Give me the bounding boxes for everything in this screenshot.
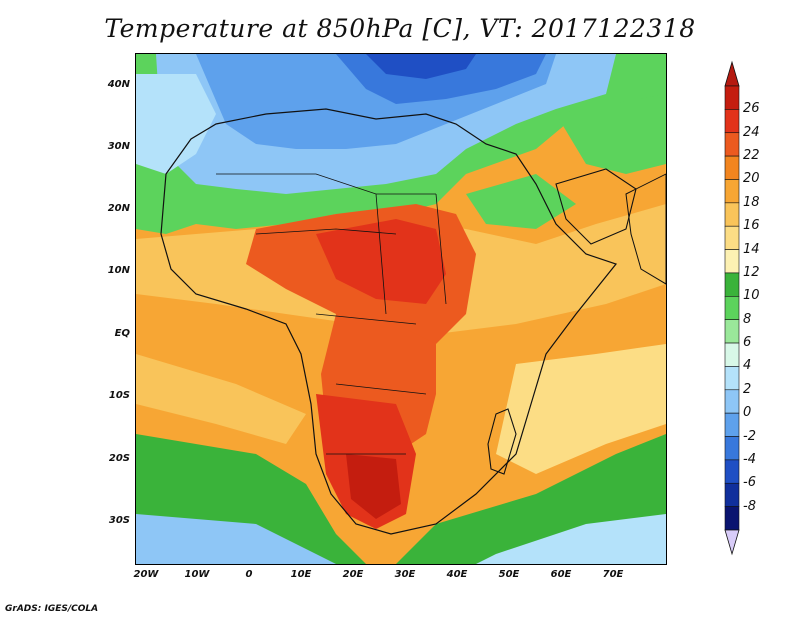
lon-tick-label: 10W <box>184 569 210 580</box>
colorbar-tick-label: 2 <box>743 381 752 397</box>
colorbar-swatch <box>724 296 740 320</box>
colorbar-tick-label: -2 <box>743 428 756 444</box>
colorbar-tick-label: 10 <box>743 288 760 304</box>
colorbar-swatch <box>724 459 740 484</box>
colorbar-under-arrow <box>724 529 740 556</box>
lat-tick-label: 30N <box>107 141 130 152</box>
colorbar-tick-label: 26 <box>743 101 760 117</box>
zone-south-indian-light <box>476 514 666 564</box>
temperature-field <box>136 54 666 564</box>
colorbar-swatch <box>724 225 740 250</box>
colorbar-swatch <box>724 85 740 110</box>
colorbar-swatch <box>724 436 740 461</box>
zone-atlantic-light <box>136 74 216 174</box>
colorbar-swatch <box>724 179 740 204</box>
colorbar <box>724 60 740 556</box>
colorbar-tick-label: 12 <box>743 264 760 280</box>
lat-tick-label: 20N <box>107 203 130 214</box>
colorbar-swatch <box>724 202 740 227</box>
colorbar-tick-label: 18 <box>743 194 760 210</box>
zone-atlantic-yellow <box>136 354 306 444</box>
colorbar-swatch <box>724 366 740 391</box>
country-borders <box>216 173 447 455</box>
colorbar-tick-label: 8 <box>743 311 752 327</box>
colorbar-swatch <box>724 272 740 297</box>
colorbar-tick-label: -4 <box>743 451 756 467</box>
lon-tick-label: 70E <box>602 569 624 580</box>
colorbar-tick-label: 4 <box>743 358 752 374</box>
colorbar-tick-label: 22 <box>743 148 760 164</box>
lat-tick-label: 30S <box>108 515 130 526</box>
lon-tick-label: 20E <box>342 569 364 580</box>
lon-tick-label: 40E <box>446 569 468 580</box>
zone-indian-light <box>496 344 666 474</box>
lat-tick-label: 20S <box>108 453 130 464</box>
colorbar-tick-label: -8 <box>743 498 756 514</box>
colorbar-tick-label: -6 <box>743 475 756 491</box>
credit-text: GrADS: IGES/COLA <box>5 604 99 614</box>
lat-tick-label: EQ <box>114 328 130 339</box>
colorbar-swatch <box>724 155 740 180</box>
lon-tick-label: 30E <box>394 569 416 580</box>
colorbar-swatch <box>724 109 740 134</box>
colorbar-swatch <box>724 132 740 157</box>
map-title: Temperature at 850hPa [C], VT: 201712231… <box>104 14 696 43</box>
temperature-map <box>135 53 667 565</box>
colorbar-tick-label: 16 <box>743 218 760 234</box>
lon-tick-label: 0 <box>245 569 253 580</box>
arabia-coastline <box>555 168 637 245</box>
colorbar-swatch <box>724 249 740 274</box>
colorbar-tick-label: 6 <box>743 335 752 351</box>
zone-redsea-green <box>466 174 576 229</box>
lat-tick-label: 10N <box>107 265 130 276</box>
zone-kalahari-hottest <box>346 454 401 519</box>
lat-tick-label: 10S <box>108 390 130 401</box>
colorbar-swatch <box>724 319 740 344</box>
lon-tick-label: 50E <box>498 569 520 580</box>
zone-med-colder <box>366 54 476 79</box>
colorbar-swatch <box>724 482 740 507</box>
colorbar-tick-label: 0 <box>743 405 752 421</box>
madagascar-coastline <box>487 408 517 475</box>
zone-sahel-hotter <box>316 219 446 304</box>
india-coastline <box>625 173 666 285</box>
colorbar-swatch <box>724 412 740 437</box>
colorbar-swatch <box>724 342 740 367</box>
colorbar-swatch <box>724 506 740 531</box>
colorbar-tick-label: 20 <box>743 171 760 187</box>
lon-tick-label: 60E <box>550 569 572 580</box>
zone-east-green <box>556 94 666 174</box>
colorbar-tick-label: 14 <box>743 241 760 257</box>
lat-tick-label: 40N <box>107 79 130 90</box>
lon-tick-label: 10E <box>290 569 312 580</box>
africa-coastline <box>160 108 618 535</box>
lon-tick-label: 20W <box>133 569 159 580</box>
colorbar-swatch <box>724 389 740 414</box>
zone-south-atlantic-blue <box>136 514 336 564</box>
colorbar-over-arrow <box>724 60 740 87</box>
colorbar-tick-label: 24 <box>743 124 760 140</box>
